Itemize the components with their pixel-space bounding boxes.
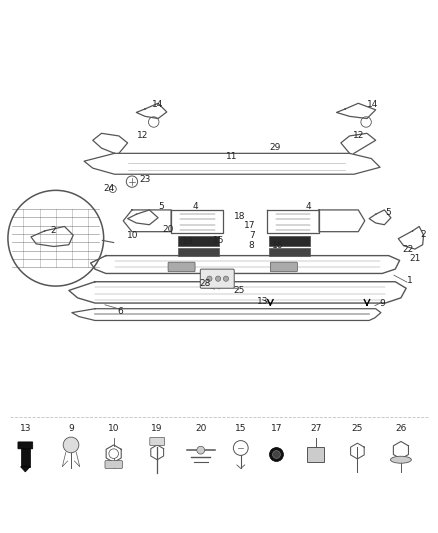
Text: 15: 15 bbox=[213, 236, 225, 245]
Text: 23: 23 bbox=[139, 175, 151, 184]
Text: 12: 12 bbox=[137, 131, 148, 140]
Text: 8: 8 bbox=[249, 241, 254, 250]
Bar bbox=[178, 248, 219, 256]
Text: 28: 28 bbox=[199, 279, 211, 287]
Text: 7: 7 bbox=[249, 231, 254, 240]
Text: 20: 20 bbox=[195, 424, 206, 433]
Text: 13: 13 bbox=[20, 424, 31, 433]
Text: 18: 18 bbox=[234, 212, 246, 221]
Text: 11: 11 bbox=[226, 152, 238, 161]
FancyBboxPatch shape bbox=[270, 262, 297, 272]
Text: 14: 14 bbox=[152, 100, 163, 109]
Text: 20: 20 bbox=[162, 225, 173, 235]
Text: 29: 29 bbox=[269, 143, 280, 152]
Bar bbox=[269, 236, 311, 246]
Text: 2: 2 bbox=[420, 230, 425, 239]
Bar bbox=[307, 447, 324, 462]
Text: 25: 25 bbox=[233, 286, 244, 295]
Text: 1: 1 bbox=[407, 276, 413, 285]
Polygon shape bbox=[21, 467, 30, 472]
Circle shape bbox=[63, 437, 79, 453]
Text: 19: 19 bbox=[182, 237, 194, 246]
Text: 10: 10 bbox=[127, 231, 138, 240]
Text: 24: 24 bbox=[104, 184, 115, 192]
Text: 4: 4 bbox=[305, 202, 311, 211]
Text: 17: 17 bbox=[244, 221, 255, 230]
Circle shape bbox=[215, 276, 221, 281]
Bar bbox=[269, 248, 311, 256]
Text: 14: 14 bbox=[367, 100, 378, 109]
Bar bbox=[178, 236, 219, 246]
Text: 22: 22 bbox=[403, 245, 414, 254]
Ellipse shape bbox=[269, 448, 283, 462]
FancyBboxPatch shape bbox=[18, 442, 33, 449]
FancyBboxPatch shape bbox=[168, 262, 195, 272]
FancyBboxPatch shape bbox=[105, 461, 122, 469]
Text: 17: 17 bbox=[271, 424, 282, 433]
Circle shape bbox=[207, 276, 212, 281]
Text: 4: 4 bbox=[192, 202, 198, 211]
Bar bbox=[21, 447, 30, 467]
Text: 2: 2 bbox=[50, 227, 56, 235]
Text: 25: 25 bbox=[352, 424, 363, 433]
Text: 6: 6 bbox=[117, 307, 123, 316]
Text: 26: 26 bbox=[395, 424, 406, 433]
Text: 9: 9 bbox=[379, 299, 385, 308]
Text: 13: 13 bbox=[257, 297, 268, 306]
Text: 5: 5 bbox=[159, 202, 164, 211]
Text: 16: 16 bbox=[272, 241, 283, 250]
Text: 12: 12 bbox=[353, 131, 364, 140]
Text: 27: 27 bbox=[310, 424, 321, 433]
FancyBboxPatch shape bbox=[200, 269, 234, 288]
Text: 19: 19 bbox=[152, 424, 163, 433]
Text: 9: 9 bbox=[68, 424, 74, 433]
FancyBboxPatch shape bbox=[150, 438, 165, 446]
Text: 21: 21 bbox=[409, 254, 420, 263]
Ellipse shape bbox=[272, 450, 280, 458]
Ellipse shape bbox=[391, 456, 411, 463]
Circle shape bbox=[223, 276, 229, 281]
Text: 15: 15 bbox=[235, 424, 247, 433]
Text: 10: 10 bbox=[108, 424, 120, 433]
Text: 5: 5 bbox=[385, 208, 391, 217]
Circle shape bbox=[197, 446, 205, 454]
